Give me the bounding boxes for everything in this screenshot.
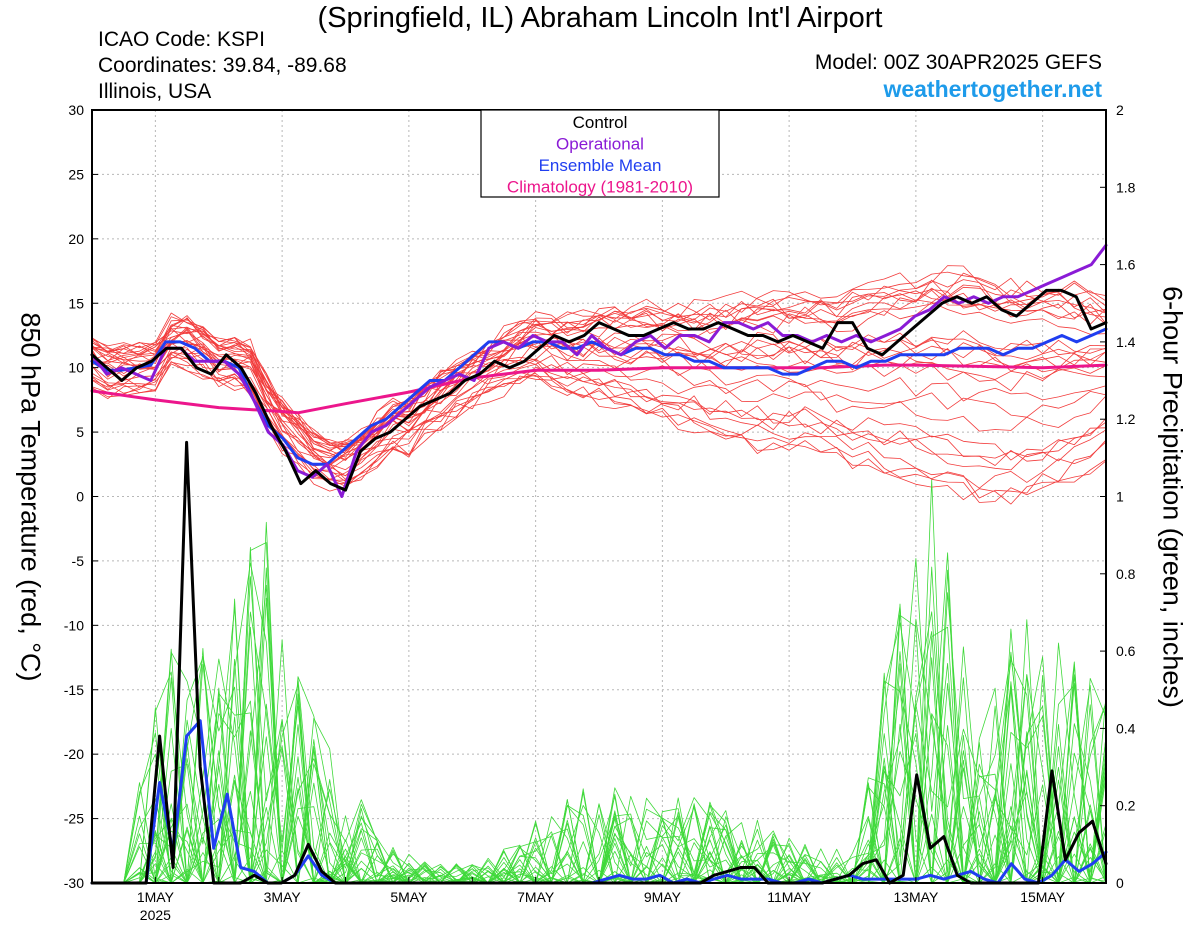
- legend: Control Operational Ensemble Mean Climat…: [480, 109, 720, 198]
- y-tick-label: 5: [76, 424, 84, 440]
- x-tick-year: 2025: [140, 907, 171, 923]
- temp-operational-line: [90, 243, 1108, 498]
- chart-title: (Springfield, IL) Abraham Lincoln Int'l …: [317, 2, 883, 34]
- y-tick-label: 10: [68, 360, 84, 376]
- y2-tick-label: 1.4: [1116, 334, 1136, 350]
- x-tick-label: 5MAY: [390, 889, 428, 905]
- temp-control-line: [90, 288, 1108, 492]
- x-tick-label: 11MAY: [767, 889, 811, 905]
- y2-tick-label: 1.8: [1116, 179, 1136, 195]
- y-tick-label: 25: [68, 166, 84, 182]
- y-tick-label: 0: [76, 489, 84, 505]
- model-run: Model: 00Z 30APR2025 GEFS: [814, 51, 1102, 74]
- x-tick-label: 1MAY: [137, 889, 175, 905]
- legend-ensemble-mean: Ensemble Mean: [539, 156, 662, 175]
- y-tick-label: -30: [64, 875, 84, 891]
- precipitation-member-lines: [91, 479, 1107, 884]
- temperature-member-line: [91, 327, 1107, 461]
- y-tick-label: -20: [64, 746, 84, 762]
- temperature-member-line: [91, 271, 1107, 452]
- temperature-member-line: [91, 337, 1107, 459]
- y2-tick-label: 0.2: [1116, 798, 1136, 814]
- x-tick-label: 13MAY: [893, 889, 939, 905]
- x-tick-label: 15MAY: [1020, 889, 1066, 905]
- coordinates: Coordinates: 39.84, -89.68: [98, 54, 347, 77]
- y2-tick-label: 0.8: [1116, 566, 1136, 582]
- x-tick-label: 3MAY: [264, 889, 302, 905]
- icao-code: ICAO Code: KSPI: [98, 28, 265, 51]
- temperature-member-line: [91, 343, 1107, 471]
- precipitation-member-line: [91, 562, 1107, 884]
- temperature-member-line: [91, 279, 1107, 446]
- y2-tick-label: 1: [1116, 489, 1124, 505]
- region: Illinois, USA: [98, 80, 212, 103]
- climatology-line: [90, 363, 1108, 415]
- y2-tick-label: 2: [1116, 102, 1124, 118]
- temperature-member-line: [91, 291, 1107, 447]
- y2-tick-label: 0.4: [1116, 720, 1136, 736]
- temperature-member-line: [91, 272, 1107, 452]
- y-tick-label: -15: [64, 682, 84, 698]
- y-tick-label: -5: [72, 553, 85, 569]
- precipitation-member-line: [91, 569, 1107, 884]
- legend-box: [480, 109, 720, 198]
- legend-climatology: Climatology (1981-2010): [507, 178, 693, 197]
- y2-tick-label: 0: [1116, 875, 1124, 891]
- y2-tick-label: 1.6: [1116, 257, 1136, 273]
- website-link[interactable]: weathertogether.net: [883, 76, 1102, 102]
- y-tick-label: -25: [64, 811, 84, 827]
- x-tick-label: 9MAY: [644, 889, 682, 905]
- axis-ticks: -30-25-20-15-10-505101520253000.20.40.60…: [64, 102, 1136, 923]
- x-tick-label: 7MAY: [517, 889, 555, 905]
- y-tick-label: 30: [68, 102, 84, 118]
- y2-tick-label: 0.6: [1116, 643, 1136, 659]
- legend-operational: Operational: [556, 135, 644, 154]
- y-tick-label: 15: [68, 295, 84, 311]
- y-tick-label: -10: [64, 617, 84, 633]
- temperature-member-line: [91, 328, 1107, 458]
- y2-tick-label: 1.2: [1116, 411, 1136, 427]
- temperature-member-line: [91, 327, 1107, 460]
- temperature-member-line: [91, 342, 1107, 480]
- y-tick-label: 20: [68, 231, 84, 247]
- legend-control: Control: [573, 113, 628, 132]
